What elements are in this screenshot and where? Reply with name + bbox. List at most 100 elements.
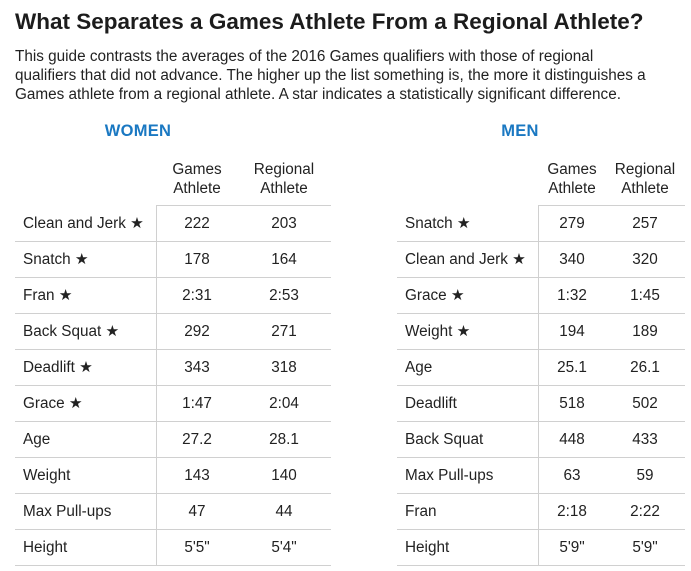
games-athlete-value: 178 [184, 251, 210, 268]
games-athlete-value: 518 [559, 395, 585, 412]
row-label: Deadlift [405, 395, 457, 412]
games-athlete-column-header: Games Athlete [154, 160, 240, 198]
regional-athlete-value: 59 [636, 467, 654, 484]
row-label: Back Squat [405, 431, 484, 448]
row-label: Height [405, 539, 450, 556]
row-divider [15, 313, 331, 314]
games-athlete-column-header: Games Athlete [537, 160, 607, 198]
table-row: Weight ★ 194 189 [397, 314, 685, 350]
column-header-line: Games [547, 161, 597, 178]
row-divider [397, 241, 685, 242]
women-heading: WOMEN [104, 122, 172, 140]
table-row: Grace ★ 1:32 1:45 [397, 278, 685, 314]
regional-athlete-value: 203 [271, 215, 297, 232]
games-athlete-value: 343 [184, 359, 210, 376]
table-row: Height 5'5" 5'4" [15, 530, 331, 566]
games-athlete-value: 5'9" [559, 539, 585, 556]
row-divider [397, 493, 685, 494]
table-row: Weight 143 140 [15, 458, 331, 494]
row-label: Height [23, 539, 68, 556]
regional-athlete-value: 2:53 [269, 287, 299, 304]
games-athlete-value: 63 [563, 467, 581, 484]
column-divider [538, 206, 539, 566]
table-row: Back Squat 448 433 [397, 422, 685, 458]
regional-athlete-value: 189 [632, 323, 658, 340]
row-label: Snatch ★ [405, 215, 471, 232]
row-label: Grace ★ [405, 287, 465, 304]
row-divider [15, 421, 331, 422]
games-athlete-value: 1:47 [182, 395, 212, 412]
row-label: Clean and Jerk ★ [23, 215, 144, 232]
table-row: Snatch ★ 279 257 [397, 206, 685, 242]
table-row: Fran ★ 2:31 2:53 [15, 278, 331, 314]
regional-athlete-value: 140 [271, 467, 297, 484]
men-heading: MEN [501, 122, 539, 140]
row-divider [397, 385, 685, 386]
table-row: Fran 2:18 2:22 [397, 494, 685, 530]
row-divider [15, 241, 331, 242]
description: This guide contrasts the averages of the… [15, 47, 685, 104]
games-athlete-value: 25.1 [557, 359, 587, 376]
regional-athlete-value: 2:22 [630, 503, 660, 520]
row-label: Fran [405, 503, 437, 520]
column-header-line: Games [172, 161, 222, 178]
column-header-line: Athlete [260, 180, 308, 197]
row-label: Deadlift ★ [23, 359, 93, 376]
table-row: Deadlift ★ 343 318 [15, 350, 331, 386]
games-athlete-value: 143 [184, 467, 210, 484]
column-divider [156, 206, 157, 566]
row-label: Age [405, 359, 433, 376]
row-label: Grace ★ [23, 395, 83, 412]
row-label: Snatch ★ [23, 251, 89, 268]
column-header-line: Regional [614, 161, 676, 178]
row-label: Weight ★ [405, 323, 471, 340]
table-row: Deadlift 518 502 [397, 386, 685, 422]
regional-athlete-column-header: Regional Athlete [244, 160, 324, 198]
column-header-line: Athlete [173, 180, 221, 197]
games-athlete-value: 279 [559, 215, 585, 232]
table-row: Height 5'9" 5'9" [397, 530, 685, 566]
table-row: Age 27.2 28.1 [15, 422, 331, 458]
table-row: Max Pull-ups 47 44 [15, 494, 331, 530]
row-divider [15, 277, 331, 278]
games-athlete-value: 2:31 [182, 287, 212, 304]
regional-athlete-value: 164 [271, 251, 297, 268]
games-athlete-value: 194 [559, 323, 585, 340]
header-rule [538, 205, 685, 206]
regional-athlete-value: 1:45 [630, 287, 660, 304]
games-athlete-value: 2:18 [557, 503, 587, 520]
regional-athlete-value: 502 [632, 395, 658, 412]
table-row: Clean and Jerk ★ 340 320 [397, 242, 685, 278]
games-athlete-value: 27.2 [182, 431, 212, 448]
games-athlete-value: 5'5" [184, 539, 210, 556]
table-row: Age 25.1 26.1 [397, 350, 685, 386]
row-divider [15, 529, 331, 530]
regional-athlete-value: 2:04 [269, 395, 299, 412]
row-divider [15, 565, 331, 566]
row-label: Clean and Jerk ★ [405, 251, 526, 268]
row-divider [15, 493, 331, 494]
description-line: This guide contrasts the averages of the… [15, 48, 594, 65]
row-divider [397, 565, 685, 566]
description-line: qualifiers that did not advance. The hig… [15, 67, 646, 84]
games-athlete-value: 340 [559, 251, 585, 268]
row-divider [397, 421, 685, 422]
table-row: Clean and Jerk ★ 222 203 [15, 206, 331, 242]
regional-athlete-value: 433 [632, 431, 658, 448]
column-header-line: Athlete [621, 180, 669, 197]
row-divider [397, 277, 685, 278]
regional-athlete-value: 271 [271, 323, 297, 340]
table-row: Grace ★ 1:47 2:04 [15, 386, 331, 422]
regional-athlete-value: 26.1 [630, 359, 660, 376]
row-label: Max Pull-ups [405, 467, 494, 484]
regional-athlete-value: 44 [275, 503, 293, 520]
regional-athlete-value: 318 [271, 359, 297, 376]
row-divider [15, 349, 331, 350]
games-athlete-value: 448 [559, 431, 585, 448]
table-row: Snatch ★ 178 164 [15, 242, 331, 278]
games-athlete-value: 1:32 [557, 287, 587, 304]
header-rule [156, 205, 331, 206]
row-label: Age [23, 431, 51, 448]
regional-athlete-column-header: Regional Athlete [603, 160, 687, 198]
row-divider [397, 313, 685, 314]
